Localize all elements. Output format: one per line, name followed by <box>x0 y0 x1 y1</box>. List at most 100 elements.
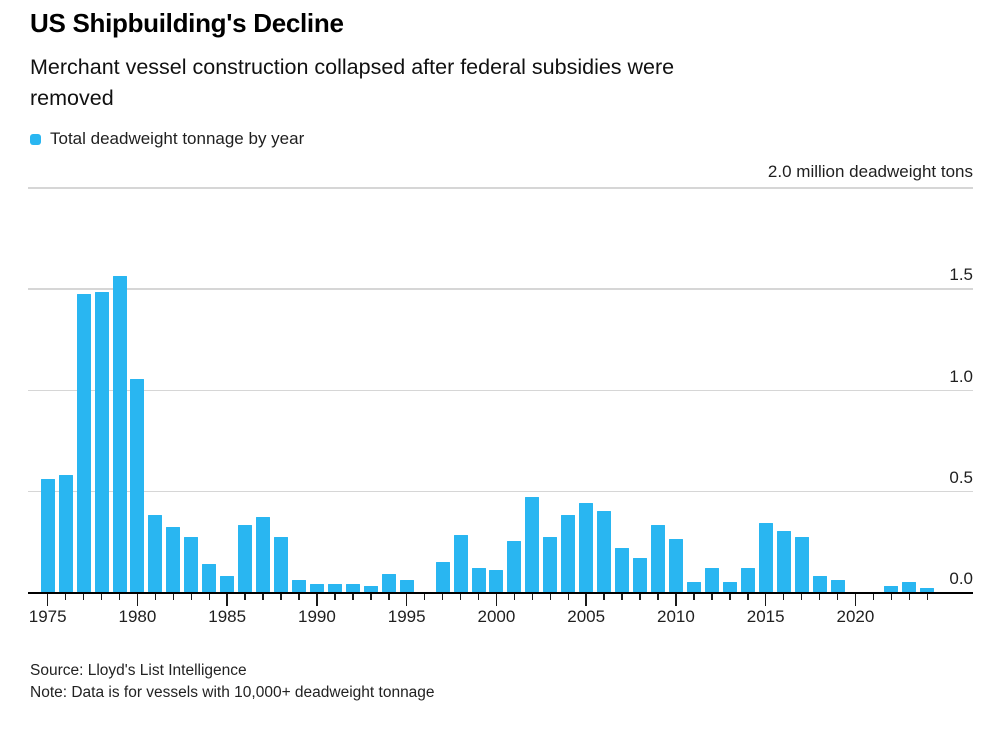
bar-2024 <box>920 588 935 592</box>
x-major-tick-1985 <box>226 594 228 606</box>
source-text: Source: Lloyd's List Intelligence <box>30 662 247 679</box>
bar-2008 <box>633 557 648 592</box>
bar-1992 <box>345 583 360 592</box>
chart-footer: Source: Lloyd's List Intelligence Note: … <box>30 660 435 704</box>
x-minor-tick-1992 <box>352 594 354 600</box>
bar-1993 <box>363 585 378 592</box>
gridline-1.0 <box>28 389 973 391</box>
x-minor-tick-1993 <box>370 594 372 600</box>
x-minor-tick-2011 <box>693 594 695 600</box>
bar-1985 <box>220 575 235 592</box>
bar-2009 <box>651 525 665 592</box>
x-tick-label-1995: 1995 <box>387 607 426 626</box>
bar-1990 <box>309 583 324 592</box>
bar-2017 <box>794 537 809 592</box>
bar-1980 <box>130 379 145 592</box>
x-axis: 1975 1980 1985 1990 1995 2000 2005 2010 2015 2020 <box>28 594 973 634</box>
x-minor-tick-2022 <box>890 594 893 600</box>
bar-2022 <box>884 585 899 592</box>
x-minor-tick-2008 <box>639 594 641 600</box>
chart-subtitle-line2: removed <box>30 86 114 110</box>
page-title: US Shipbuilding's Decline <box>30 8 344 38</box>
y-tick-label-0.5: 0.5 <box>949 467 973 487</box>
bar-1982 <box>166 527 181 592</box>
bar-1987 <box>256 517 271 592</box>
bar-1976 <box>58 474 73 592</box>
x-minor-tick-2023 <box>908 594 911 600</box>
x-major-tick-1975 <box>46 594 49 606</box>
x-tick-label-1980: 1980 <box>118 607 157 626</box>
y-tick-label-1.5: 1.5 <box>949 265 973 285</box>
x-axis-baseline <box>28 592 973 594</box>
x-minor-tick-2002 <box>531 594 534 600</box>
x-minor-tick-2013 <box>729 594 731 600</box>
bar-2006 <box>597 511 612 592</box>
bar-2011 <box>686 581 701 592</box>
x-tick-label-1985: 1985 <box>208 607 247 626</box>
bar-2014 <box>740 567 755 592</box>
bar-2023 <box>902 581 917 592</box>
chart-subtitle-line1: Merchant vessel construction collapsed a… <box>30 55 675 79</box>
x-minor-tick-1988 <box>280 594 282 600</box>
bar-2002 <box>525 496 540 592</box>
x-minor-tick-1977 <box>82 594 85 600</box>
bar-2003 <box>543 537 558 592</box>
x-minor-tick-1998 <box>459 594 462 600</box>
gridline-0.5 <box>28 490 973 493</box>
bar-1997 <box>435 561 450 592</box>
x-minor-tick-1981 <box>154 594 157 600</box>
gridline-1.5 <box>28 288 973 290</box>
x-minor-tick-1987 <box>262 594 264 600</box>
x-major-tick-2000 <box>495 594 498 606</box>
bar-2005 <box>579 502 594 592</box>
x-minor-tick-1982 <box>172 594 175 600</box>
x-minor-tick-1997 <box>441 594 444 600</box>
legend: Total deadweight tonnage by year <box>30 129 304 149</box>
x-minor-tick-2016 <box>782 594 785 600</box>
x-minor-tick-2001 <box>513 594 516 600</box>
x-minor-tick-1999 <box>477 594 480 600</box>
bar-1977 <box>76 294 91 592</box>
x-minor-tick-2019 <box>836 594 839 600</box>
x-major-tick-1980 <box>136 594 139 606</box>
x-tick-label-2020: 2020 <box>836 607 875 626</box>
x-major-tick-1995 <box>405 594 408 606</box>
bar-2019 <box>830 579 845 592</box>
bar-1989 <box>292 579 306 592</box>
x-minor-tick-2004 <box>567 594 569 600</box>
y-tick-label-0.0: 0.0 <box>949 569 973 588</box>
bar-1984 <box>202 563 217 592</box>
x-major-tick-2005 <box>585 594 587 606</box>
bar-1994 <box>381 573 396 592</box>
bar-2004 <box>561 515 576 592</box>
bar-1995 <box>399 579 414 592</box>
x-minor-tick-1984 <box>208 594 210 600</box>
bar-1981 <box>148 515 163 592</box>
x-minor-tick-1991 <box>334 594 336 600</box>
plot-area: 0.0 0.5 1.0 1.5 <box>28 187 973 594</box>
x-minor-tick-2021 <box>872 594 875 600</box>
x-minor-tick-1986 <box>244 594 246 600</box>
legend-label: Total deadweight tonnage by year <box>50 129 305 148</box>
x-minor-tick-1994 <box>388 594 390 600</box>
x-minor-tick-2018 <box>818 594 821 600</box>
x-major-tick-2015 <box>764 594 767 606</box>
x-minor-tick-2009 <box>657 594 659 600</box>
bar-2015 <box>758 523 773 592</box>
x-minor-tick-1978 <box>100 594 103 600</box>
x-tick-label-1990: 1990 <box>298 607 336 626</box>
bar-2010 <box>668 539 683 592</box>
bar-2018 <box>812 575 827 592</box>
bar-1983 <box>184 537 199 592</box>
bar-2000 <box>489 569 504 592</box>
x-minor-tick-2014 <box>747 594 749 600</box>
x-major-tick-1990 <box>316 594 318 606</box>
x-minor-tick-1983 <box>190 594 193 600</box>
gridline-2.0 <box>28 187 973 189</box>
x-major-tick-2020 <box>854 594 857 606</box>
x-tick-label-2005: 2005 <box>567 607 606 626</box>
x-minor-tick-2017 <box>800 594 803 600</box>
x-minor-tick-1976 <box>64 594 67 600</box>
x-minor-tick-2007 <box>621 594 623 600</box>
